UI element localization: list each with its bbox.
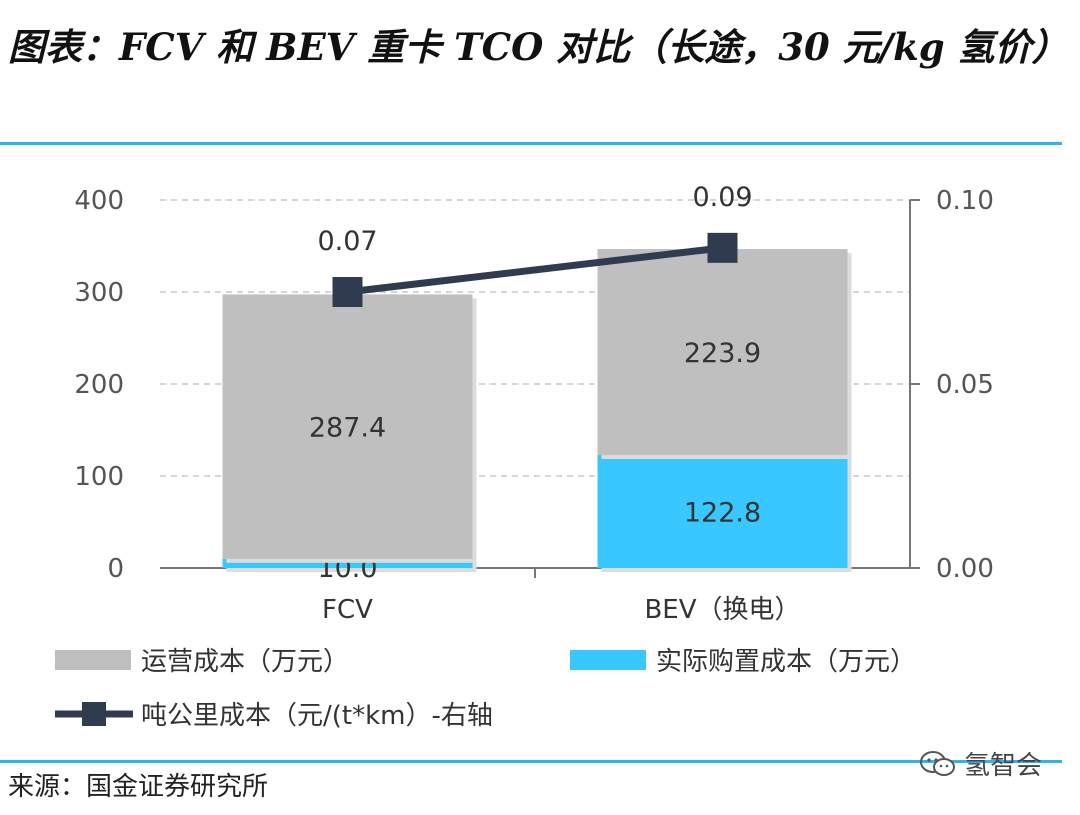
bar-value-label: 287.4 (309, 413, 386, 444)
legend-line-marker (82, 702, 106, 726)
legend-label: 实际购置成本（万元） (656, 647, 916, 677)
legend-purchase-swatch (570, 650, 646, 670)
bar-value-label: 223.9 (684, 338, 761, 369)
cost-per-tkm-line (347, 244, 723, 296)
y-left-tick-label: 400 (74, 186, 124, 216)
top-divider (0, 142, 1062, 145)
cost-per-tkm-marker (707, 232, 738, 263)
y-left-tick-label: 200 (74, 370, 124, 400)
y-left-tick-label: 300 (74, 278, 124, 308)
y-left-tick-label: 100 (74, 462, 124, 492)
watermark-text: 氢智会 (964, 751, 1043, 781)
line-value-label: 0.07 (317, 226, 377, 257)
y-right-tick-label: 0.10 (936, 186, 994, 216)
legend-operating-swatch (55, 650, 131, 670)
purchase-cost-bar (222, 558, 473, 568)
y-right-tick-label: 0.00 (936, 554, 994, 584)
y-left-tick-label: 0 (107, 554, 124, 584)
operating-cost-bar (222, 294, 473, 559)
chart-title: 图表：FCV 和 BEV 重卡 TCO 对比（长途，30 元/kg 氢价） (8, 25, 1069, 69)
bottom-divider (0, 760, 1062, 763)
legend-label: 运营成本（万元） (141, 647, 349, 677)
cost-per-tkm-marker (332, 277, 363, 307)
line-value-label: 0.09 (692, 182, 752, 213)
legend-label: 吨公里成本（元/(t*km）-右轴 (141, 701, 493, 731)
y-right-tick-label: 0.05 (936, 370, 994, 400)
x-category-label: BEV（换电） (644, 595, 800, 625)
wechat-icon (920, 750, 955, 776)
bar-value-label: 122.8 (684, 498, 761, 529)
watermark: 氢智会 (918, 745, 1042, 782)
x-category-label: FCV (322, 595, 373, 625)
purchase-cost-bar (597, 455, 848, 568)
source-note: 来源：国金证券研究所 (8, 772, 269, 802)
operating-cost-bar (597, 249, 848, 456)
